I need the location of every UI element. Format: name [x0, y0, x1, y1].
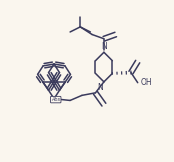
Text: Abs: Abs [51, 97, 60, 102]
Text: N: N [97, 83, 103, 92]
Text: OH: OH [140, 78, 152, 87]
Text: N: N [101, 42, 107, 51]
